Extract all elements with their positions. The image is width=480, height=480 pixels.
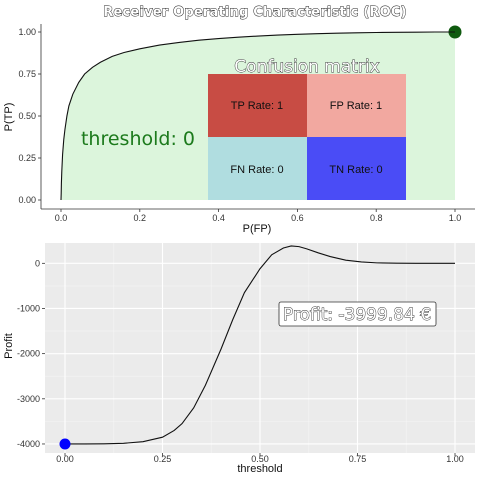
profit-curve-line — [64, 245, 455, 445]
roc-x-tick-label: 0.4 — [212, 213, 225, 223]
cm-cell-fn — [208, 137, 307, 200]
profit-y-tick-label: -2000 — [17, 349, 40, 359]
cm-label-tp: TP Rate: 1 — [231, 100, 283, 112]
profit-marker-point — [59, 438, 71, 450]
profit-y-tick-label: -1000 — [17, 303, 40, 313]
profit-chart: 0.00 0.25 0.50 0.75 1.00 0 -1000 -2000 -3000 -40… — [3, 243, 475, 475]
roc-y-tick-label: 0.25 — [18, 153, 36, 163]
profit-x-tick-label: 0.50 — [251, 454, 269, 464]
profit-x-tick-label: 0.75 — [349, 454, 367, 464]
roc-x-tick-label: 0.8 — [370, 213, 383, 223]
profit-x-axis-label: threshold — [237, 463, 282, 475]
roc-x-tick-label: 0.0 — [55, 213, 68, 223]
roc-y-tick-label: 0.00 — [18, 195, 36, 205]
roc-x-axis-label: P(FP) — [243, 223, 272, 235]
roc-chart: Receiver Operating Characteristic (ROC) … — [3, 5, 475, 235]
profit-y-axis-label: Profit — [3, 333, 15, 359]
profit-y-tick-label: -4000 — [17, 439, 40, 449]
roc-y-axis-label: P(TP) — [3, 103, 15, 132]
cm-label-fn: FN Rate: 0 — [230, 164, 283, 176]
roc-curve-line — [60, 31, 455, 201]
roc-x-tick-label: 0.6 — [291, 213, 304, 223]
profit-x-tick-label: 1.00 — [446, 454, 464, 464]
roc-title: Receiver Operating Characteristic (ROC) — [103, 5, 406, 20]
profit-x-tick-label: 0.25 — [154, 454, 172, 464]
roc-y-tick-label: 0.75 — [18, 69, 36, 79]
roc-y-tick-label: 1.00 — [18, 27, 36, 37]
threshold-annotation: threshold: 0 — [81, 128, 195, 150]
confusion-matrix-title: Confusion matrix — [234, 57, 379, 77]
cm-cell-tp — [208, 74, 307, 137]
roc-y-tick-label: 0.50 — [18, 111, 36, 121]
profit-annotation: Profit: -3999.84 € — [283, 305, 431, 325]
profit-y-tick-label: 0 — [35, 258, 40, 268]
profit-y-tick-label: -3000 — [17, 394, 40, 404]
roc-x-tick-label: 1.0 — [449, 213, 462, 223]
cm-label-tn: TN Rate: 0 — [329, 164, 382, 176]
cm-cell-fp — [307, 74, 406, 137]
confusion-matrix: Confusion matrix TP Rate: 1 FP Rate: 1 F… — [208, 57, 406, 200]
profit-x-tick-label: 0.00 — [56, 454, 74, 464]
profit-annotation-box — [278, 301, 437, 327]
cm-cell-tn — [307, 137, 406, 200]
cm-label-fp: FP Rate: 1 — [330, 100, 382, 112]
roc-x-tick-label: 0.2 — [134, 213, 147, 223]
